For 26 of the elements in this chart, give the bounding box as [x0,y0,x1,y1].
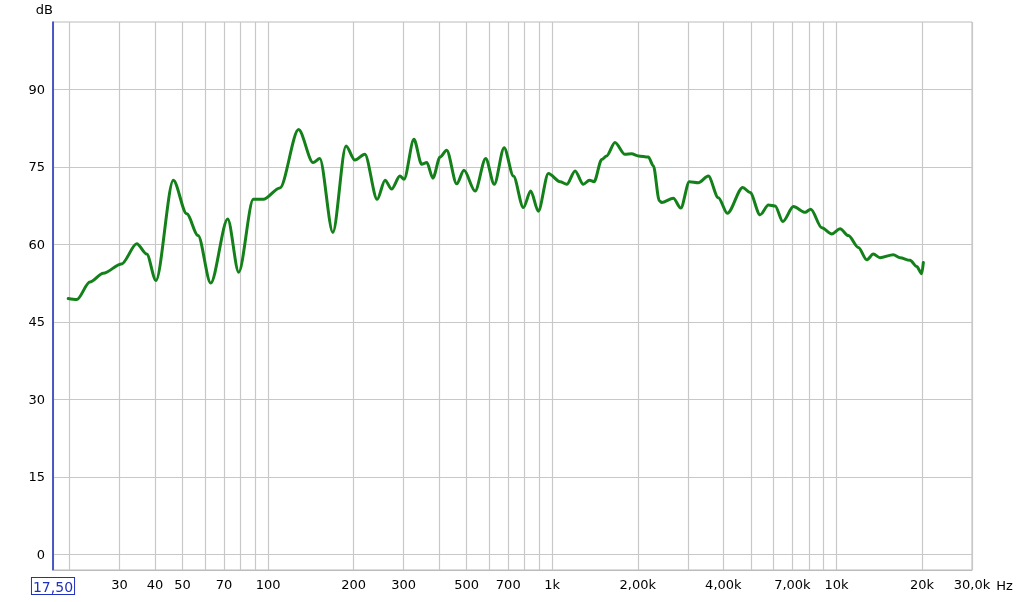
x-tick-label: 2,00k [619,577,657,592]
y-tick-label: 15 [28,469,45,485]
y-tick-label: 0 [36,546,45,562]
y-tick-label: 30 [28,391,45,407]
x-tick-label: 50 [174,577,191,592]
x-tick-label: 10k [824,577,849,592]
x-tick-label: 500 [454,577,480,592]
x-tick-label: 4,00k [705,577,743,592]
x-tick-label: 30 [111,577,128,592]
y-tick-label: 90 [28,81,45,97]
x-tick-label: 70 [215,577,233,592]
x-tick-label: 20k [909,577,935,592]
x-tick-label: 100 [255,577,281,592]
x-tick-label: 300 [391,577,417,592]
x-tick-label: 1k [544,577,561,592]
x-tick-label: 200 [341,577,367,592]
x-tick-label: 7,00k [774,577,812,592]
x-tick-label: 17,50 [32,579,74,595]
x-tick-label: 30,0k [953,577,991,592]
x-tick-label: 700 [495,577,521,592]
x-axis-title: Hz [996,578,1013,593]
y-tick-label: 45 [28,314,45,330]
y-tick-label: 60 [28,236,45,252]
x-tick-label: 40 [146,577,164,592]
y-tick-label: 75 [28,159,45,175]
y-axis-title: dB [35,2,53,17]
